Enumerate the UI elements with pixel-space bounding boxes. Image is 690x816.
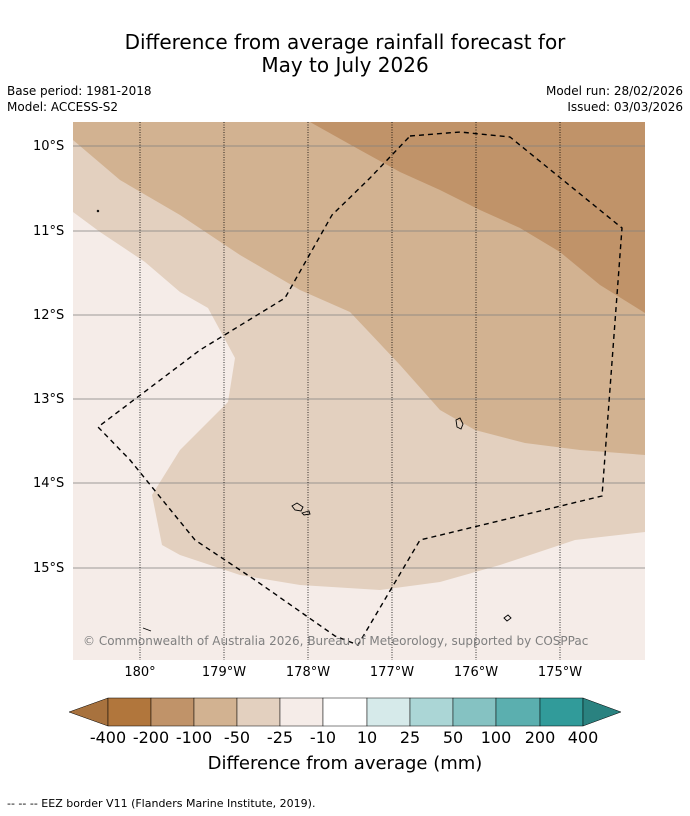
lon-label-180: 180° xyxy=(124,665,156,680)
map-area: © Commonwealth of Australia 2026, Bureau… xyxy=(73,122,645,660)
colorbar-swatch-5 xyxy=(279,697,324,727)
colorbar-extend-high xyxy=(582,697,622,727)
model-run: Model run: 28/02/2026 xyxy=(545,84,683,98)
colorbar xyxy=(68,697,622,727)
colorbar-label: 100 xyxy=(480,728,512,747)
colorbar-label: 50 xyxy=(442,728,464,747)
issued-date: Issued: 03/03/2026 xyxy=(567,100,683,114)
colorbar-label: -10 xyxy=(309,728,337,747)
colorbar-title: Difference from average (mm) xyxy=(207,753,483,774)
island-northwest xyxy=(96,209,100,213)
colorbar-swatch-3 xyxy=(193,697,238,727)
lat-label-11s: 11°S xyxy=(33,224,65,239)
island-east xyxy=(455,417,464,430)
colorbar-swatch-4 xyxy=(236,697,281,727)
lat-label-15s: 15°S xyxy=(33,561,65,576)
eez-legend-note: -- -- -- EEZ border V11 (Flanders Marine… xyxy=(7,797,316,810)
island-southwest xyxy=(142,627,152,632)
colorbar-extend-low xyxy=(68,697,109,727)
lat-label-10s: 10°S xyxy=(33,139,65,154)
anomaly-band-below-minus200 xyxy=(310,122,645,313)
colorbar-swatch-6 xyxy=(322,697,368,727)
island-west-b xyxy=(301,510,311,516)
lat-label-13s: 13°S xyxy=(33,392,65,407)
colorbar-label: -100 xyxy=(175,728,213,747)
colorbar-label: -25 xyxy=(266,728,294,747)
colorbar-swatch-9 xyxy=(452,697,497,727)
base-period: Base period: 1981-2018 xyxy=(7,84,152,98)
colorbar-label: -400 xyxy=(89,728,127,747)
colorbar-swatch-7 xyxy=(366,697,411,727)
colorbar-label: 200 xyxy=(524,728,556,747)
lon-label-179w: 179°W xyxy=(201,665,247,680)
islands xyxy=(96,209,512,632)
lon-label-175w: 175°W xyxy=(537,665,583,680)
colorbar-label: 10 xyxy=(356,728,378,747)
lat-label-12s: 12°S xyxy=(33,308,65,323)
island-south xyxy=(503,614,512,622)
colorbar-label: 400 xyxy=(567,728,599,747)
colorbar-swatch-2 xyxy=(150,697,195,727)
colorbar-swatch-8 xyxy=(409,697,454,727)
colorbar-label: 25 xyxy=(399,728,421,747)
model-name: Model: ACCESS-S2 xyxy=(7,100,119,114)
map-title: Difference from average rainfall forecas… xyxy=(0,31,690,77)
eez-border xyxy=(96,131,623,646)
graticule xyxy=(73,122,645,660)
colorbar-swatch-10 xyxy=(495,697,541,727)
lon-label-177w: 177°W xyxy=(369,665,415,680)
lon-label-176w: 176°W xyxy=(453,665,499,680)
copyright-notice: © Commonwealth of Australia 2026, Bureau… xyxy=(83,634,588,648)
lon-label-178w: 178°W xyxy=(285,665,331,680)
colorbar-swatch-11 xyxy=(539,697,584,727)
island-west-a xyxy=(291,502,304,512)
colorbar-label: -200 xyxy=(132,728,170,747)
title-line-1: Difference from average rainfall forecas… xyxy=(124,30,566,54)
colorbar-swatch-1 xyxy=(107,697,152,727)
colorbar-label: -50 xyxy=(223,728,251,747)
run-info: Model run: 28/02/2026 Issued: 03/03/2026 xyxy=(546,83,683,115)
model-info: Base period: 1981-2018 Model: ACCESS-S2 xyxy=(7,83,152,115)
title-line-2: May to July 2026 xyxy=(261,53,429,77)
lat-label-14s: 14°S xyxy=(33,476,65,491)
